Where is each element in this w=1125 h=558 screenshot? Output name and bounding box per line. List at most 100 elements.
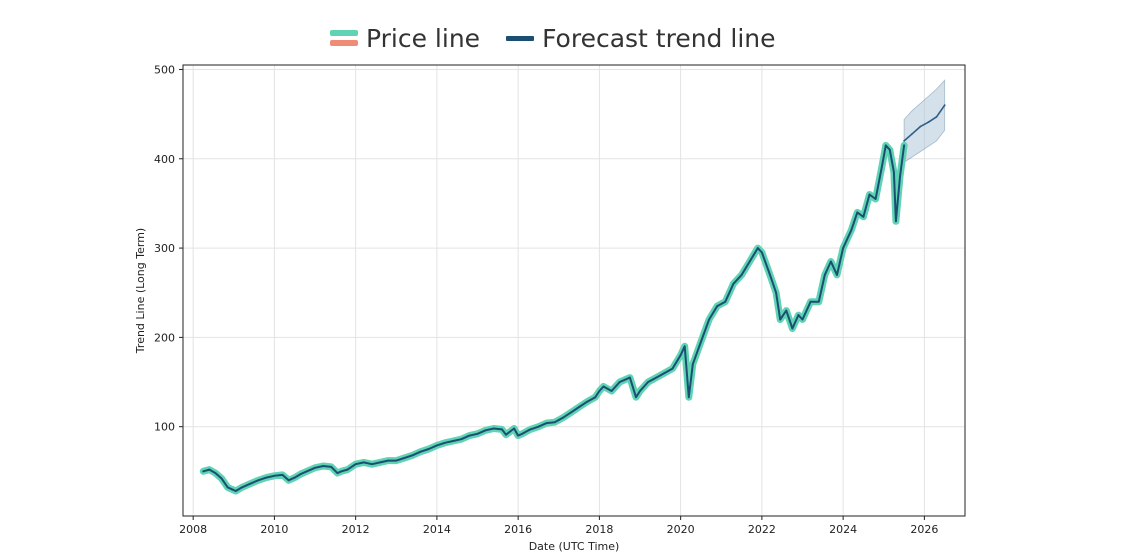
x-tick-label: 2026 — [910, 523, 938, 536]
price-point — [346, 468, 349, 471]
forecast-point — [943, 104, 946, 107]
price-point — [370, 463, 373, 466]
x-tick-label: 2016 — [504, 523, 532, 536]
price-point — [716, 305, 719, 308]
price-point — [856, 211, 859, 214]
price-point — [628, 376, 631, 379]
x-tick-label: 2014 — [423, 523, 451, 536]
price-point — [888, 148, 891, 151]
price-point — [517, 434, 520, 437]
price-point — [265, 476, 268, 479]
price-point — [379, 461, 381, 464]
price-point — [281, 474, 284, 476]
price-point — [610, 390, 613, 392]
legend-label-price: Price line — [366, 23, 481, 53]
price-point — [226, 486, 229, 489]
series-layer — [199, 104, 946, 495]
price-point — [273, 474, 276, 477]
y-tick-label: 200 — [154, 331, 175, 344]
y-tick-label: 300 — [154, 242, 175, 255]
price-point — [241, 486, 243, 489]
price-point — [403, 457, 406, 459]
price-point — [769, 273, 771, 276]
price-point — [306, 470, 308, 473]
price-point — [202, 470, 205, 473]
price-point — [214, 472, 217, 475]
price-point — [893, 171, 895, 174]
price-point — [801, 318, 804, 321]
price-point — [618, 381, 621, 383]
price-point — [740, 273, 743, 276]
price-point — [679, 354, 682, 357]
price-point — [880, 166, 883, 169]
y-axis-label: Trend Line (Long Term) — [134, 228, 147, 354]
x-tick-label: 2018 — [585, 523, 613, 536]
price-point — [598, 390, 601, 392]
price-point — [249, 482, 251, 485]
price-point — [460, 438, 463, 441]
legend-label-forecast: Forecast trend line — [542, 23, 776, 53]
price-point — [537, 425, 540, 428]
forecast-point — [903, 140, 905, 142]
x-tick-label: 2020 — [667, 523, 695, 536]
price-point — [340, 470, 343, 473]
price-point — [287, 479, 290, 482]
price-point — [395, 459, 398, 462]
price-point — [791, 327, 794, 330]
forecast-point — [927, 121, 930, 124]
price-point — [529, 428, 532, 431]
forecast-confidence-band — [903, 79, 946, 164]
price-point — [756, 247, 759, 249]
price-point — [748, 260, 751, 263]
price-point — [257, 479, 260, 482]
price-point — [208, 468, 211, 471]
price-point — [700, 340, 702, 343]
price-point — [594, 396, 597, 399]
x-tick-label: 2008 — [179, 523, 207, 536]
price-point — [444, 441, 446, 444]
x-axis-ticks: 2008 2010 2012 2014 2016 2018 2020 2022 2024 2026 — [179, 516, 938, 536]
price-point — [230, 488, 233, 491]
y-tick-label: 100 — [154, 421, 175, 434]
x-tick-label: 2024 — [829, 523, 857, 536]
price-point — [387, 459, 390, 462]
price-point — [639, 390, 641, 392]
price-point — [850, 229, 853, 232]
price-point — [785, 309, 788, 312]
price-point — [586, 400, 589, 403]
price-point — [779, 318, 782, 321]
price-line — [199, 141, 908, 495]
price-point — [234, 490, 237, 492]
price-point — [411, 454, 414, 457]
price-point — [505, 433, 507, 436]
price-point — [817, 300, 820, 303]
forecast-point — [911, 132, 914, 135]
price-point — [797, 314, 800, 316]
price-swatch-green — [330, 30, 358, 36]
price-point — [895, 220, 897, 223]
price-point — [553, 421, 556, 424]
price-point — [492, 427, 495, 430]
y-axis-ticks: 100 200 300 400 500 — [154, 63, 183, 434]
price-point — [775, 291, 778, 294]
price-point — [862, 215, 865, 218]
x-tick-label: 2010 — [260, 523, 288, 536]
price-point — [419, 450, 422, 453]
price-point — [293, 476, 296, 479]
price-point — [513, 427, 515, 430]
price-point — [760, 251, 763, 254]
price-point — [691, 363, 694, 366]
price-point — [484, 429, 487, 432]
price-point — [663, 372, 666, 375]
price-point — [354, 463, 357, 466]
plot-frame — [182, 64, 966, 517]
forecast-trend-line — [903, 104, 946, 142]
y-tick-label: 500 — [154, 63, 175, 76]
price-point — [362, 461, 365, 464]
price-point — [842, 247, 845, 249]
price-point — [561, 416, 564, 419]
legend-item-price: Price line — [330, 24, 480, 53]
price-point — [545, 422, 548, 425]
price-point — [874, 198, 877, 200]
forecast-band-layer — [903, 79, 946, 164]
